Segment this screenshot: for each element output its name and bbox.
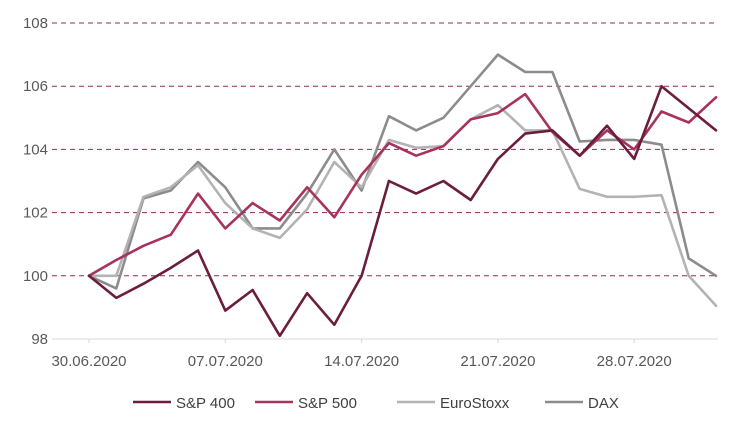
gridlines xyxy=(52,22,718,340)
series-line-eurostoxx xyxy=(87,103,718,308)
legend-label: S&P 500 xyxy=(298,395,357,412)
legend-label: EuroStoxx xyxy=(440,395,510,412)
y-tick-label: 106 xyxy=(23,78,48,95)
x-tick-label: 14.07.2020 xyxy=(324,353,399,370)
legend: S&P 400 S&P 500 EuroStoxx DAX xyxy=(133,395,619,412)
y-tick-label: 104 xyxy=(23,141,48,158)
series-line-dax xyxy=(87,53,718,290)
series-lines xyxy=(87,53,718,338)
x-tick-label: 07.07.2020 xyxy=(188,353,263,370)
legend-label: S&P 400 xyxy=(176,395,235,412)
x-tick-label: 28.07.2020 xyxy=(597,353,672,370)
y-tick-label: 108 xyxy=(23,15,48,32)
y-tick-label: 98 xyxy=(31,331,48,348)
series-line-s-p-400 xyxy=(87,84,718,338)
legend-label: DAX xyxy=(588,395,619,412)
series-line-s-p-500 xyxy=(87,92,718,278)
y-tick-label: 100 xyxy=(23,268,48,285)
y-tick-label: 102 xyxy=(23,205,48,222)
x-tick-label: 30.06.2020 xyxy=(51,353,126,370)
x-axis: 30.06.2020 07.07.2020 14.07.2020 21.07.2020… xyxy=(51,339,672,370)
x-tick-label: 21.07.2020 xyxy=(460,353,535,370)
y-axis: 98 100 102 104 106 108 xyxy=(23,15,48,348)
